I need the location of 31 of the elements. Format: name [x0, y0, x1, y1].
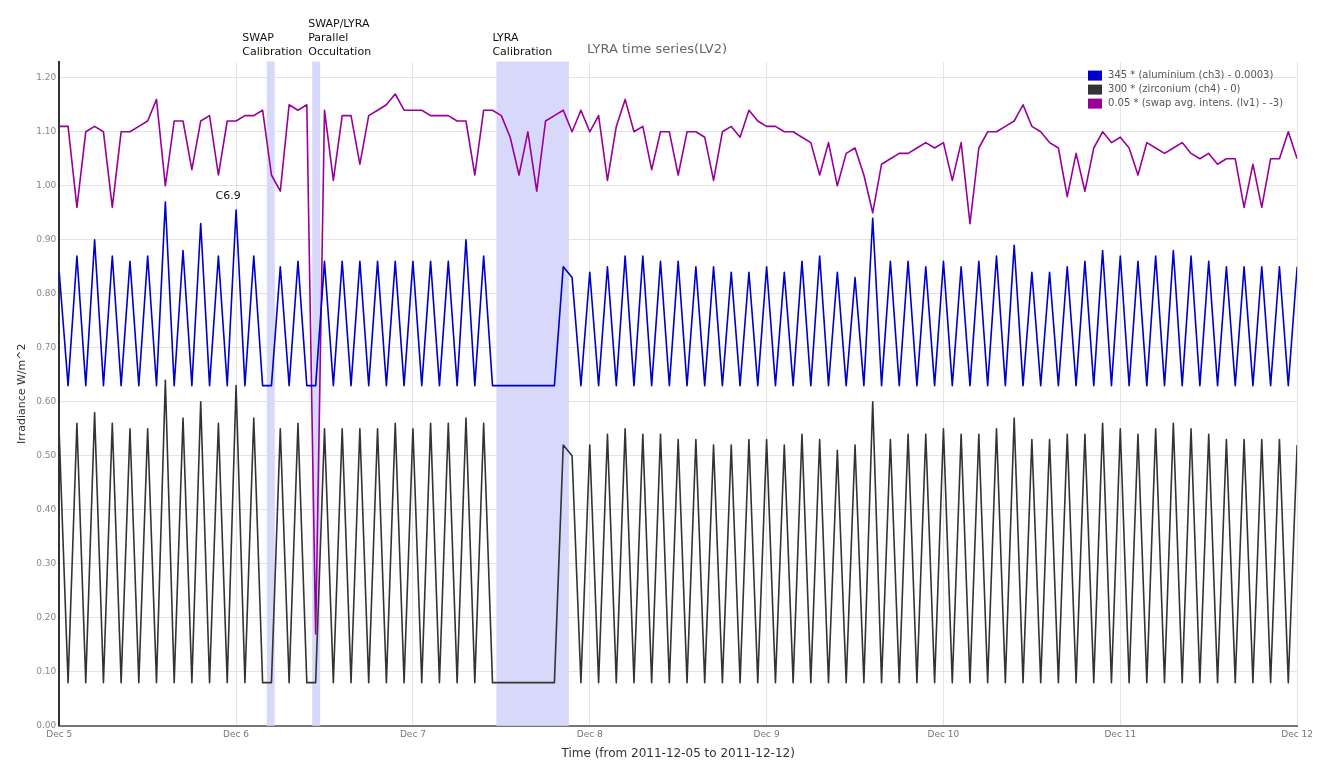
x-tick-label: Dec 10 — [927, 728, 960, 739]
y-tick-label: 1.20 — [36, 72, 57, 83]
y-tick-label: 0.50 — [36, 450, 57, 461]
band-label: LYRA Calibration — [492, 30, 553, 58]
y-tick-label: 0.80 — [36, 288, 57, 299]
band-label: SWAP/LYRA Parallel Occultation — [308, 16, 372, 58]
y-tick-label: 0.70 — [36, 342, 57, 353]
legend-label: 300 * (zirconium (ch4) - 0) — [1108, 83, 1241, 95]
y-tick-label: 1.10 — [36, 126, 57, 137]
legend-label: 0.05 * (swap avg. intens. (lv1) - -3) — [1108, 97, 1284, 109]
x-tick-label: Dec 9 — [753, 728, 780, 739]
x-tick-label: Dec 6 — [223, 728, 250, 739]
y-tick-label: 1.00 — [36, 180, 57, 191]
y-tick-label: 0.30 — [36, 558, 57, 569]
band-label: SWAP Calibration — [242, 30, 303, 58]
x-axis-title: Time (from 2011-12-05 to 2011-12-12) — [560, 745, 795, 760]
x-tick-label: Dec 7 — [399, 728, 426, 739]
annotation: C6.9 — [215, 188, 241, 202]
y-tick-label: 0.10 — [36, 666, 57, 677]
y-tick-label: 0.20 — [36, 612, 57, 623]
y-tick-label: 0.40 — [36, 504, 57, 515]
x-tick-label: Dec 5 — [46, 728, 73, 739]
x-tick-label: Dec 11 — [1104, 728, 1137, 739]
y-tick-label: 0.90 — [36, 234, 57, 245]
y-axis-title: Irradiance W/m^2 — [15, 343, 29, 444]
y-tick-label: 0.00 — [36, 720, 57, 731]
chart-title: LYRA time series(LV2) — [586, 41, 728, 57]
legend-label: 345 * (aluminium (ch3) - 0.0003) — [1108, 69, 1274, 81]
y-tick-label: 0.60 — [36, 396, 57, 407]
x-tick-label: Dec 8 — [576, 728, 604, 739]
x-tick-label: Dec 12 — [1281, 728, 1313, 739]
